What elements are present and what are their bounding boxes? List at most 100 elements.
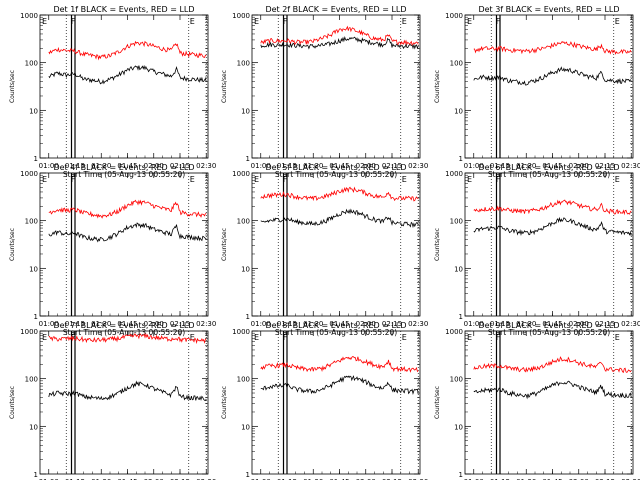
x-tick-label: 01:45 xyxy=(329,162,349,170)
chart-title: Det 9f BLACK = Events, RED = LLD xyxy=(478,321,619,330)
region-marker-label: F xyxy=(496,17,501,26)
region-marker-label: E xyxy=(467,333,472,342)
x-tick-label: 02:00 xyxy=(356,320,376,328)
chart-panel-4: Det 4f BLACK = Events, RED = LLD Counts/s… xyxy=(9,163,216,337)
x-tick-label: 02:30 xyxy=(621,320,640,328)
x-tick-label: 01:45 xyxy=(117,478,137,480)
x-tick-label: 02:00 xyxy=(144,162,164,170)
y-tick-label: 10 xyxy=(29,107,38,115)
series-line-events xyxy=(48,64,207,85)
x-axis-label: Start Time (05-Aug-13 00:55:20) xyxy=(275,328,397,337)
y-tick-label: 10 xyxy=(29,265,38,273)
region-marker-label: E xyxy=(190,333,195,342)
region-marker-label: E xyxy=(190,17,195,26)
y-tick-label: 100 xyxy=(237,60,250,68)
region-marker-label: E xyxy=(467,175,472,184)
y-tick-label: 1 xyxy=(459,155,463,163)
y-axis-label: Counts/sec xyxy=(434,70,441,103)
x-tick-label: 01:00 xyxy=(464,478,484,480)
region-marker-label: E xyxy=(42,333,47,342)
y-tick-label: 10 xyxy=(29,423,38,431)
x-tick-label: 01:30 xyxy=(91,162,111,170)
region-marker-label: E xyxy=(254,333,259,342)
x-tick-label: 02:15 xyxy=(170,320,190,328)
region-marker-label: F xyxy=(71,175,76,184)
x-tick-label: 01:00 xyxy=(39,478,59,480)
series-line-lld xyxy=(473,199,632,216)
chart-title: Det 3f BLACK = Events, RED = LLD xyxy=(478,5,619,14)
x-tick-label: 02:30 xyxy=(196,478,216,480)
y-axis-label: Counts/sec xyxy=(9,386,16,419)
x-tick-label: 01:45 xyxy=(117,320,137,328)
y-tick-label: 100 xyxy=(25,218,38,226)
series-line-lld xyxy=(260,186,419,202)
chart-panel-1: Det 1f BLACK = Events, RED = LLD Counts/s… xyxy=(9,5,216,179)
y-tick-label: 10 xyxy=(454,423,463,431)
x-tick-label: 02:15 xyxy=(382,478,402,480)
x-tick-label: 01:00 xyxy=(251,320,271,328)
y-tick-label: 1000 xyxy=(20,12,38,20)
y-tick-label: 1 xyxy=(34,471,38,479)
region-marker-label: E xyxy=(190,175,195,184)
x-tick-label: 02:00 xyxy=(144,478,164,480)
x-axis-label: Start Time (05-Aug-13 00:55:20) xyxy=(488,170,610,179)
x-tick-label: 02:15 xyxy=(595,478,615,480)
x-axis-label: Start Time (05-Aug-13 00:55:20) xyxy=(63,170,185,179)
series-line-lld xyxy=(48,199,207,219)
region-marker-label: E xyxy=(402,333,407,342)
x-tick-label: 01:00 xyxy=(39,162,59,170)
chart-panel-2: Det 2f BLACK = Events, RED = LLD Counts/s… xyxy=(221,5,428,179)
x-axis-label: Start Time (05-Aug-13 00:55:20) xyxy=(63,328,185,337)
series-line-lld xyxy=(473,356,632,374)
series-line-events xyxy=(260,208,419,229)
x-tick-label: 02:30 xyxy=(408,162,428,170)
y-tick-label: 10 xyxy=(454,265,463,273)
y-tick-label: 100 xyxy=(450,60,463,68)
x-tick-label: 01:15 xyxy=(277,320,297,328)
y-axis-label: Counts/sec xyxy=(434,386,441,419)
y-tick-label: 1 xyxy=(34,313,38,321)
plot-frame xyxy=(251,330,421,475)
x-tick-label: 02:00 xyxy=(569,478,589,480)
y-axis-label: Counts/sec xyxy=(9,228,16,261)
x-tick-label: 01:30 xyxy=(516,478,536,480)
plot-frame xyxy=(39,172,209,317)
chart-panel-3: Det 3f BLACK = Events, RED = LLD Counts/s… xyxy=(434,5,640,179)
y-axis-label: Counts/sec xyxy=(434,228,441,261)
chart-title: Det 1f BLACK = Events, RED = LLD xyxy=(53,5,194,14)
x-tick-label: 02:30 xyxy=(408,320,428,328)
x-tick-label: 02:15 xyxy=(382,320,402,328)
y-tick-label: 1 xyxy=(34,155,38,163)
y-tick-label: 1000 xyxy=(20,170,38,178)
x-tick-label: 02:00 xyxy=(569,162,589,170)
x-tick-label: 02:30 xyxy=(196,162,216,170)
y-tick-label: 1000 xyxy=(232,328,250,336)
chart-title: Det 5f BLACK = Events, RED = LLD xyxy=(265,163,406,172)
y-axis-label: Counts/sec xyxy=(221,228,228,261)
y-axis-label: Counts/sec xyxy=(221,386,228,419)
x-tick-label: 01:15 xyxy=(65,478,85,480)
series-line-events xyxy=(260,36,419,50)
x-tick-label: 01:45 xyxy=(542,162,562,170)
y-tick-label: 1 xyxy=(246,313,250,321)
y-tick-label: 1000 xyxy=(445,328,463,336)
region-marker-label: E xyxy=(615,175,620,184)
y-tick-label: 100 xyxy=(25,376,38,384)
chart-panel-8: Det 8f BLACK = Events, RED = LLD Counts/s… xyxy=(221,321,428,480)
region-marker-label: E xyxy=(254,175,259,184)
y-tick-label: 1 xyxy=(459,471,463,479)
x-tick-label: 02:00 xyxy=(356,478,376,480)
region-marker-label: F xyxy=(283,333,288,342)
x-tick-label: 01:15 xyxy=(65,162,85,170)
x-tick-label: 01:30 xyxy=(91,320,111,328)
x-tick-label: 01:30 xyxy=(303,478,323,480)
y-axis-label: Counts/sec xyxy=(221,70,228,103)
y-tick-label: 1000 xyxy=(20,328,38,336)
x-tick-label: 01:45 xyxy=(329,320,349,328)
x-tick-label: 01:15 xyxy=(277,478,297,480)
series-line-events xyxy=(473,380,632,400)
region-marker-label: E xyxy=(42,175,47,184)
chart-title: Det 4f BLACK = Events, RED = LLD xyxy=(53,163,194,172)
y-tick-label: 10 xyxy=(241,107,250,115)
